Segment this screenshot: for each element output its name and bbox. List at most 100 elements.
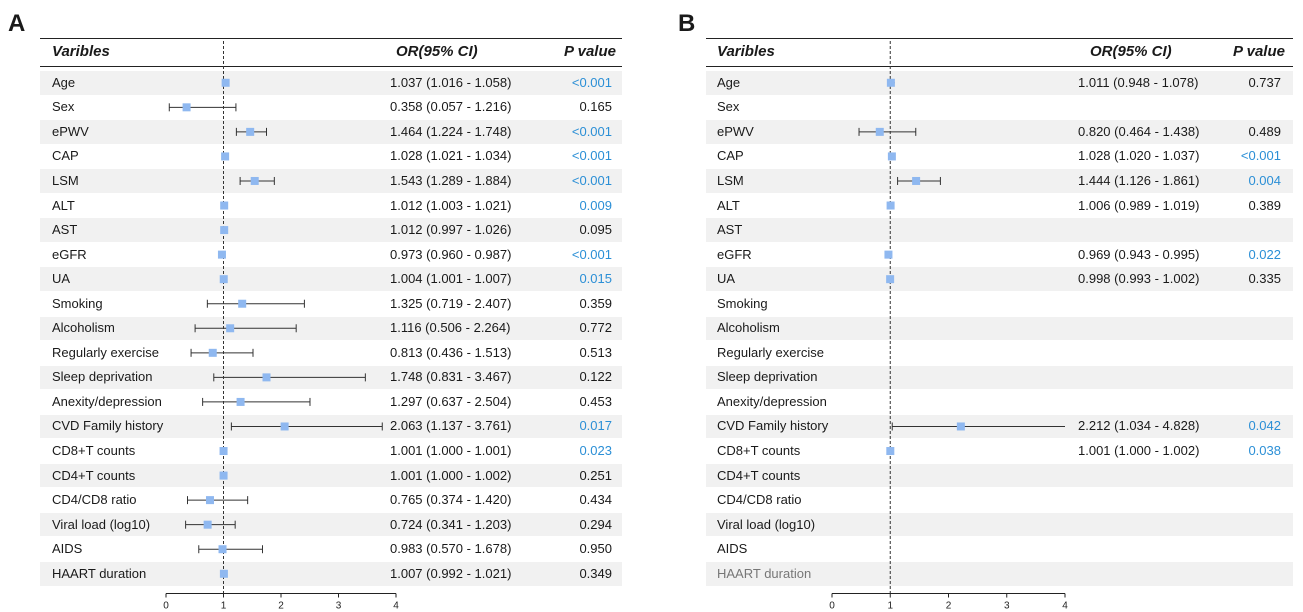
p-value: <0.001	[571, 123, 612, 139]
row-stripe	[40, 562, 622, 586]
or-ci-value: 1.011 (0.948 - 1.078)	[1078, 74, 1199, 90]
or-ci-value: 1.004 (1.001 - 1.007)	[390, 271, 512, 287]
or-ci-value: 0.983 (0.570 - 1.678)	[390, 541, 512, 557]
p-value: <0.001	[1240, 148, 1281, 164]
row-label: Smoking	[717, 295, 768, 311]
row-label: Smoking	[52, 295, 103, 311]
or-ci-value: 1.444 (1.126 - 1.861)	[1078, 172, 1200, 188]
p-value: 0.251	[579, 467, 612, 483]
x-tick-label: 3	[1004, 601, 1010, 612]
p-value: 0.349	[579, 565, 612, 581]
or-ci-value: 1.543 (1.289 - 1.884)	[390, 172, 512, 188]
row-label: CVD Family history	[52, 418, 164, 434]
row-label: UA	[717, 271, 736, 287]
or-ci-value: 1.325 (0.719 - 2.407)	[390, 295, 512, 311]
or-ci-value: 1.001 (1.000 - 1.002)	[1078, 443, 1200, 459]
or-ci-value: 1.464 (1.224 - 1.748)	[390, 123, 512, 139]
p-value: 0.022	[1248, 246, 1281, 262]
or-ci-value: 1.116 (0.506 - 2.264)	[390, 320, 511, 336]
or-point-marker	[203, 520, 212, 529]
x-tick-label: 4	[393, 601, 399, 612]
or-point-marker	[236, 397, 245, 406]
row-label: ePWV	[717, 123, 754, 139]
row-label: Alcoholism	[717, 320, 780, 336]
row-label: eGFR	[717, 246, 752, 262]
x-tick-label: 2	[278, 601, 284, 612]
p-value: 0.038	[1248, 443, 1281, 459]
or-ci-value: 0.358 (0.057 - 1.216)	[390, 99, 512, 115]
p-value: <0.001	[571, 74, 612, 90]
row-stripe	[706, 218, 1293, 242]
or-point-marker	[238, 299, 247, 308]
row-label: Alcoholism	[52, 320, 115, 336]
or-point-marker	[219, 447, 228, 456]
row-stripe	[706, 267, 1293, 291]
x-tick-label: 1	[221, 601, 227, 612]
row-stripe	[40, 316, 622, 341]
or-point-marker	[219, 275, 228, 284]
row-stripe	[706, 71, 1293, 95]
row-stripe	[706, 463, 1293, 488]
row-label: UA	[52, 271, 71, 287]
p-value: 0.023	[579, 443, 612, 459]
p-value: 0.017	[579, 418, 612, 434]
row-stripe	[706, 169, 1293, 193]
column-header-variables: Varibles	[717, 43, 775, 60]
or-point-marker	[250, 176, 259, 185]
row-label: Anexity/depression	[717, 393, 827, 409]
header-top-rule	[706, 38, 1293, 39]
p-value: <0.001	[571, 246, 612, 262]
or-point-marker	[886, 447, 895, 456]
or-point-marker	[226, 324, 235, 333]
x-tick-label: 0	[163, 601, 169, 612]
column-header-p-value: P value	[1233, 43, 1285, 60]
p-value: 0.359	[579, 295, 612, 311]
row-stripe	[40, 463, 622, 488]
or-ci-value: 1.006 (0.989 - 1.019)	[1078, 197, 1200, 213]
or-point-marker	[246, 127, 255, 136]
row-label: Age	[717, 74, 741, 90]
column-header-or-ci: OR(95% CI)	[396, 43, 478, 60]
or-point-marker	[884, 250, 893, 259]
or-ci-value: 1.012 (0.997 - 1.026)	[390, 222, 512, 238]
row-stripe	[40, 512, 622, 537]
row-label: Age	[52, 74, 76, 90]
row-label: Sex	[52, 99, 75, 115]
or-ci-value: 1.297 (0.637 - 2.504)	[390, 393, 512, 409]
row-label: Sleep deprivation	[52, 369, 153, 385]
or-point-marker	[221, 78, 230, 87]
or-point-marker	[262, 373, 271, 382]
row-stripe	[40, 169, 622, 193]
or-ci-value: 1.028 (1.020 - 1.037)	[1078, 148, 1200, 164]
x-tick-label: 3	[336, 601, 342, 612]
p-value: 0.004	[1248, 172, 1281, 188]
or-point-marker	[886, 201, 895, 210]
row-label: ALT	[52, 197, 75, 213]
or-ci-value: 0.969 (0.943 - 0.995)	[1078, 246, 1200, 262]
header-bottom-rule	[706, 66, 1293, 67]
row-label: AIDS	[52, 541, 83, 557]
row-label: AIDS	[717, 541, 748, 557]
or-ci-value: 0.813 (0.436 - 1.513)	[390, 344, 512, 360]
row-stripe	[40, 71, 622, 95]
or-ci-value: 0.998 (0.993 - 1.002)	[1078, 271, 1200, 287]
row-label: Regularly exercise	[717, 344, 824, 360]
row-label: CD4+T counts	[717, 467, 801, 483]
row-stripe	[40, 267, 622, 291]
or-ci-value: 0.820 (0.464 - 1.438)	[1078, 123, 1200, 139]
or-point-marker	[219, 569, 228, 578]
row-label: CD8+T counts	[52, 443, 136, 459]
p-value: <0.001	[571, 148, 612, 164]
row-label: LSM	[52, 172, 79, 188]
row-label: AST	[717, 222, 743, 238]
row-stripe	[706, 365, 1293, 390]
row-label: CD4+T counts	[52, 467, 136, 483]
row-stripe	[706, 512, 1293, 537]
p-value: 0.489	[1248, 123, 1281, 139]
p-value: 0.042	[1248, 418, 1281, 434]
or-point-marker	[182, 103, 191, 112]
panel-label: B	[678, 10, 696, 37]
p-value: 0.095	[579, 222, 612, 238]
